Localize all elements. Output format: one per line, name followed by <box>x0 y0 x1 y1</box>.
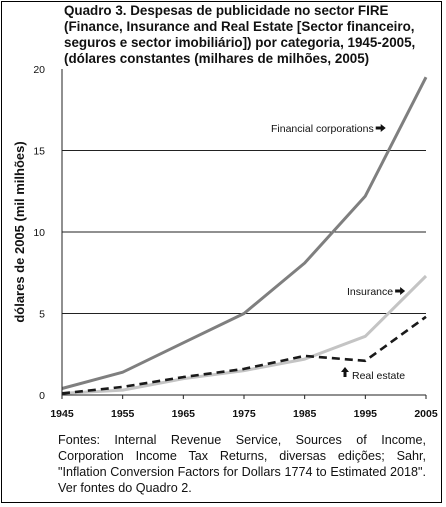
series-line-0 <box>61 76 428 390</box>
tick-labels: 1945 1955 1965 1975 1985 1995 2005 0 5 10 15 20 <box>33 64 438 420</box>
chart-title: Quadro 3. Despesas de publicidade no sec… <box>64 3 416 66</box>
source-note: Fontes: Internal Revenue Service, Source… <box>58 433 426 495</box>
y-tick-label-10: 10 <box>33 227 45 239</box>
series-line-1 <box>61 274 428 395</box>
y-axis-label: dólares de 2005 (mil milhões) <box>12 141 27 322</box>
x-tick-label-1955: 1955 <box>111 408 135 420</box>
series-label-1: Insurance <box>347 286 393 298</box>
x-tick-label-1975: 1975 <box>232 408 256 420</box>
series-label-2: Real estate <box>352 370 405 382</box>
figure-frame <box>1 1 442 503</box>
y-tick-label-15: 15 <box>33 146 45 158</box>
x-tick-label-1945: 1945 <box>50 408 74 420</box>
series-label-arrow-0 <box>375 124 386 132</box>
y-tick-label-20: 20 <box>33 64 45 76</box>
x-tick-label-1965: 1965 <box>172 408 196 420</box>
y-tick-label-5: 5 <box>39 309 45 321</box>
series-lines <box>61 76 428 395</box>
x-tick-label-1985: 1985 <box>293 408 317 420</box>
x-tick-label-1995: 1995 <box>354 408 378 420</box>
y-tick-label-0: 0 <box>39 390 45 402</box>
series-labels: Financial corporations Insurance Real esta… <box>271 123 405 382</box>
series-label-arrow-1 <box>395 287 406 295</box>
x-tick-label-2005: 2005 <box>414 408 438 420</box>
series-label-0: Financial corporations <box>271 123 374 135</box>
series-label-arrow-2 <box>341 367 349 377</box>
series-line-2 <box>61 315 427 395</box>
